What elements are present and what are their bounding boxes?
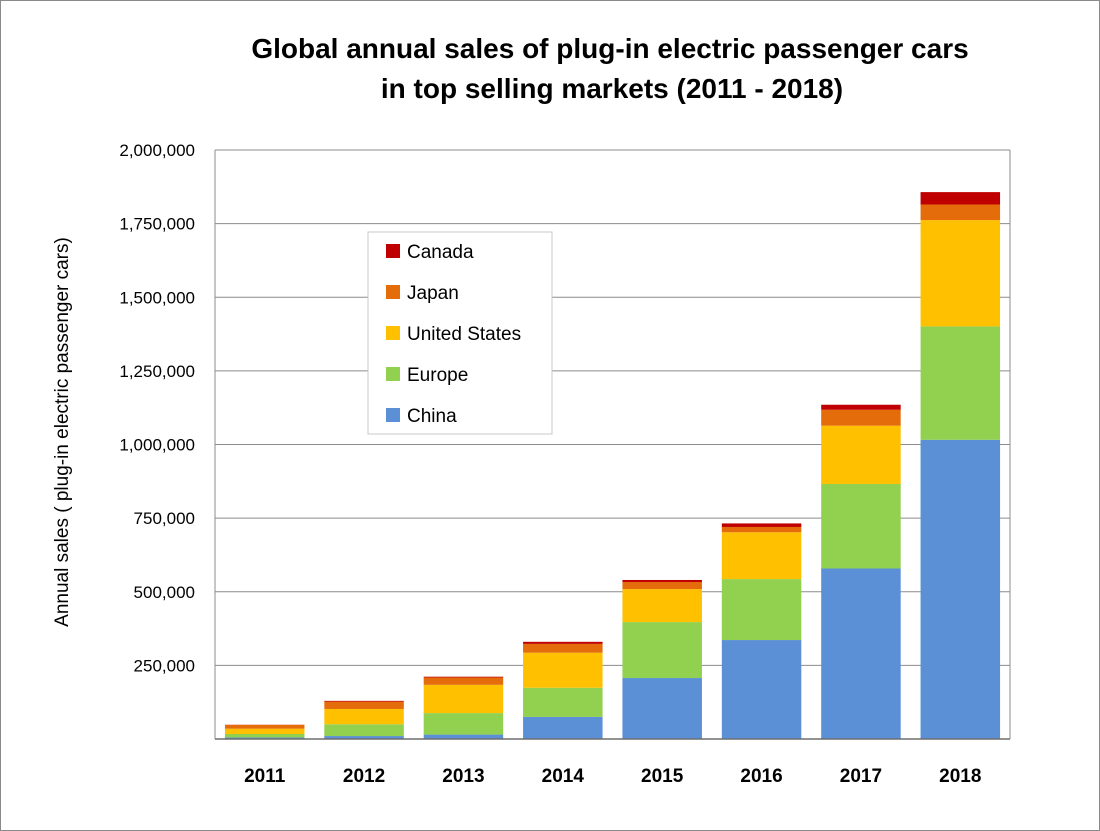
x-tick-label: 2016 xyxy=(740,766,782,787)
legend-swatch-europe xyxy=(386,367,400,381)
legend-label-japan: Japan xyxy=(407,283,459,304)
legend-label-united-states: United States xyxy=(407,324,521,345)
bar-canada-2012 xyxy=(324,700,404,702)
x-tick-label: 2015 xyxy=(641,766,684,787)
chart-title: Global annual sales of plug-in electric … xyxy=(251,33,968,64)
bar-china-2013 xyxy=(423,734,504,739)
bar-europe-2016 xyxy=(721,579,802,641)
bar-united-states-2017 xyxy=(821,425,901,484)
chart-subtitle: in top selling markets (2011 - 2018) xyxy=(381,73,843,104)
bar-united-states-2015 xyxy=(622,589,702,623)
x-tick-label: 2011 xyxy=(244,766,286,787)
x-tick-labels: 2011 2012 2013 2014 2015 2016 2017 2018 xyxy=(244,766,981,787)
bar-europe-2013 xyxy=(423,713,504,735)
legend-label-canada: Canada xyxy=(407,242,474,263)
bar-china-2017 xyxy=(821,568,901,739)
y-tick-label: 2,000,000 xyxy=(119,141,195,160)
bar-canada-2013 xyxy=(423,676,504,678)
bar-europe-2017 xyxy=(821,483,901,569)
legend: Canada Japan United States Europe China xyxy=(367,231,553,435)
bar-japan-2012 xyxy=(324,701,404,709)
bar-japan-2015 xyxy=(622,582,702,590)
bar-united-states-2018 xyxy=(920,220,1001,327)
x-tick-label: 2014 xyxy=(542,766,585,787)
bar-canada-2018 xyxy=(920,192,1001,205)
bar-japan-2014 xyxy=(523,643,603,653)
bar-china-2016 xyxy=(721,640,802,739)
bar-china-2014 xyxy=(523,716,603,739)
legend-swatch-united-states xyxy=(386,326,400,340)
y-tick-label: 750,000 xyxy=(134,509,195,528)
bar-china-2012 xyxy=(324,736,404,739)
bar-canada-2017 xyxy=(821,404,901,410)
bar-europe-2018 xyxy=(920,326,1001,440)
bar-europe-2011 xyxy=(224,733,305,738)
x-tick-label: 2017 xyxy=(840,766,882,787)
y-tick-label: 1,500,000 xyxy=(119,288,195,307)
legend-label-europe: Europe xyxy=(407,365,468,386)
y-tick-label: 1,250,000 xyxy=(119,362,195,381)
legend-swatch-canada xyxy=(386,244,400,258)
x-tick-label: 2013 xyxy=(442,766,484,787)
y-tick-labels: 250,000 500,000 750,000 1,000,000 1,250,000 1… xyxy=(119,141,195,675)
bar-japan-2016 xyxy=(721,526,802,533)
bar-europe-2012 xyxy=(324,724,404,737)
bar-japan-2013 xyxy=(423,677,504,685)
bar-china-2015 xyxy=(622,678,702,739)
y-tick-label: 1,750,000 xyxy=(119,215,195,234)
x-tick-label: 2012 xyxy=(343,766,385,787)
bar-japan-2018 xyxy=(920,204,1001,221)
y-tick-label: 250,000 xyxy=(134,656,195,675)
bar-united-states-2013 xyxy=(423,684,504,714)
bar-japan-2011 xyxy=(224,724,305,729)
y-axis-label: Annual sales ( plug-in electric passenge… xyxy=(52,237,73,627)
legend-label-china: China xyxy=(407,406,457,427)
bar-europe-2014 xyxy=(523,687,603,717)
bar-japan-2017 xyxy=(821,409,901,426)
bar-united-states-2012 xyxy=(324,708,404,725)
bar-europe-2015 xyxy=(622,622,702,679)
bars xyxy=(224,192,1001,739)
legend-swatch-japan xyxy=(386,285,400,299)
bar-canada-2014 xyxy=(523,641,603,644)
y-tick-label: 1,000,000 xyxy=(119,436,195,455)
bar-united-states-2016 xyxy=(721,532,802,580)
y-tick-label: 500,000 xyxy=(134,583,195,602)
bar-china-2018 xyxy=(920,439,1001,739)
bar-canada-2015 xyxy=(622,579,702,583)
bar-canada-2016 xyxy=(721,523,802,527)
legend-swatch-china xyxy=(386,408,400,422)
x-tick-label: 2018 xyxy=(939,766,981,787)
axes xyxy=(214,150,1011,740)
bar-united-states-2014 xyxy=(523,652,603,688)
bar-united-states-2011 xyxy=(224,728,305,734)
